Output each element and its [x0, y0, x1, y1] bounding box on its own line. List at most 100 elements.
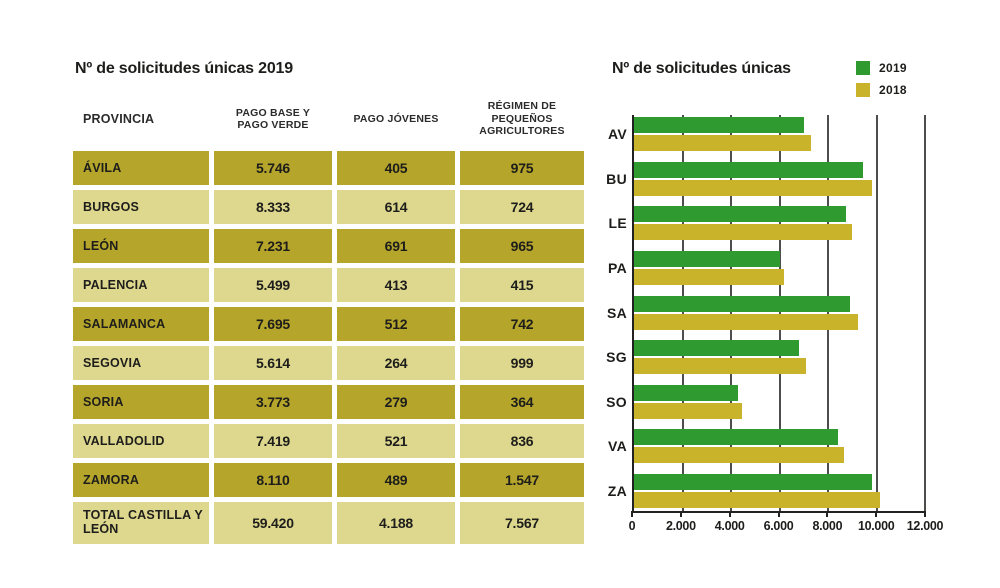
bar-group-va: VA — [608, 429, 925, 464]
x-tick-label: 4.000 — [714, 519, 745, 533]
bar-groups: AV BU LE PA SA SG SO VA ZA — [606, 115, 925, 511]
bar-2019-sg — [634, 340, 799, 357]
column-header-pago-jovenes: PAGO JÓVENES — [353, 112, 439, 125]
table-total-row: TOTAL CASTILLA Y LEÓN 59.420 4.188 7.567 — [73, 502, 589, 544]
category-label: PA — [607, 259, 627, 276]
bar-group-bu: BU — [606, 161, 925, 196]
bar-2018-so — [634, 402, 742, 419]
pago-base-cell: 7.419 — [214, 424, 332, 458]
regimen-cell: 742 — [460, 307, 584, 341]
pago-base-cell: 5.746 — [214, 151, 332, 185]
bar-2019-so — [634, 384, 739, 401]
table-row: PALENCIA 5.499 413 415 — [73, 268, 589, 302]
pago-jovenes-cell: 489 — [337, 463, 455, 497]
bar-group-za: ZA — [608, 474, 925, 508]
bar-group-le: LE — [609, 206, 925, 241]
x-tick-label: 8.000 — [812, 519, 843, 533]
pago-base-cell: 3.773 — [214, 385, 332, 419]
legend-swatch-2019-icon — [856, 61, 870, 75]
x-tick-label: 0 — [628, 519, 636, 533]
pago-base-cell: 7.231 — [214, 229, 332, 263]
category-label: LE — [608, 215, 627, 232]
gridline — [875, 115, 878, 511]
regimen-cell: 836 — [460, 424, 584, 458]
pago-base-cell: 7.695 — [214, 307, 332, 341]
province-cell: PALENCIA — [73, 268, 209, 302]
table-title: Nº de solicitudes únicas 2019 — [75, 60, 293, 77]
bar-group-so: SO — [606, 384, 925, 419]
solicitudes-table: PROVINCIA PAGO BASE Y PAGO VERDE PAGO JÓ… — [73, 90, 589, 549]
legend-swatch-2018-icon — [856, 83, 870, 97]
category-label: SA — [606, 304, 627, 321]
category-label: SG — [606, 349, 627, 366]
table-row: SORIA 3.773 279 364 — [73, 385, 589, 419]
bar-2019-le — [634, 206, 847, 223]
table-row: ZAMORA 8.110 489 1.547 — [73, 463, 589, 497]
chart-title: Nº de solicitudes únicas — [612, 60, 791, 77]
plot-area: AV BU LE PA SA SG SO VA ZA — [606, 115, 926, 513]
regimen-cell: 999 — [460, 346, 584, 380]
pago-base-cell: 5.614 — [214, 346, 332, 380]
bar-group-pa: PA — [608, 250, 925, 285]
table-row: BURGOS 8.333 614 724 — [73, 190, 589, 224]
pago-base-cell: 5.499 — [214, 268, 332, 302]
bar-2019-va — [634, 429, 838, 446]
pago-jovenes-cell: 264 — [337, 346, 455, 380]
province-cell: SALAMANCA — [73, 307, 209, 341]
table-row: SEGOVIA 5.614 264 999 — [73, 346, 589, 380]
gridline — [681, 115, 684, 511]
x-tick-label: 2.000 — [665, 519, 696, 533]
province-cell: SORIA — [73, 385, 209, 419]
x-tick-mark — [875, 511, 878, 517]
pago-jovenes-cell: 405 — [337, 151, 455, 185]
x-tick-mark — [777, 511, 780, 517]
x-tick-mark — [826, 511, 829, 517]
table-body: ÁVILA 5.746 405 975 BURGOS 8.333 614 724 LEÓN 7.2… — [73, 151, 589, 497]
x-tick-mark — [924, 511, 926, 517]
legend-label-2018: 2018 — [879, 83, 907, 97]
pago-base-cell: 8.110 — [214, 463, 332, 497]
category-label: ZA — [607, 483, 627, 499]
regimen-cell: 975 — [460, 151, 584, 185]
category-label: BU — [606, 170, 627, 187]
bar-2019-za — [634, 474, 872, 490]
province-cell: VALLADOLID — [73, 424, 209, 458]
total-label: TOTAL CASTILLA Y LEÓN — [73, 502, 209, 544]
gridline — [778, 115, 781, 511]
bar-2018-bu — [634, 179, 872, 196]
table-row: VALLADOLID 7.419 521 836 — [73, 424, 589, 458]
bar-2018-sg — [634, 358, 807, 375]
table-row: ÁVILA 5.746 405 975 — [73, 151, 589, 185]
bar-2019-av — [634, 117, 804, 133]
pago-jovenes-cell: 614 — [337, 190, 455, 224]
regimen-cell: 364 — [460, 385, 584, 419]
gridline — [924, 115, 926, 511]
total-regimen: 7.567 — [460, 502, 584, 544]
pago-jovenes-cell: 413 — [337, 268, 455, 302]
pago-base-cell: 8.333 — [214, 190, 332, 224]
column-header-regimen: RÉGIMEN DE PEQUEÑOS AGRICULTORES — [479, 100, 565, 138]
regimen-cell: 415 — [460, 268, 584, 302]
legend-item-2019: 2019 — [856, 61, 907, 75]
province-cell: SEGOVIA — [73, 346, 209, 380]
regimen-cell: 724 — [460, 190, 584, 224]
bar-2018-za — [634, 492, 881, 508]
gridline — [827, 115, 829, 511]
bar-group-sa: SA — [607, 295, 925, 330]
x-tick-label: 12.000 — [906, 519, 944, 533]
bar-group-sg: SG — [606, 340, 925, 375]
x-tick-mark — [728, 511, 731, 517]
regimen-cell: 965 — [460, 229, 584, 263]
province-cell: ÁVILA — [73, 151, 209, 185]
column-header-pago-base: PAGO BASE Y PAGO VERDE — [235, 106, 311, 131]
bar-2018-av — [634, 135, 812, 151]
total-pago-jovenes: 4.188 — [337, 502, 455, 544]
chart-legend: 2019 2018 — [856, 61, 907, 105]
legend-label-2019: 2019 — [879, 61, 907, 75]
total-pago-base: 59.420 — [214, 502, 332, 544]
bar-group-av: AV — [608, 117, 925, 151]
bar-2019-pa — [634, 250, 780, 267]
regimen-cell: 1.547 — [460, 463, 584, 497]
category-label: SO — [606, 393, 627, 410]
gridline — [730, 115, 732, 511]
